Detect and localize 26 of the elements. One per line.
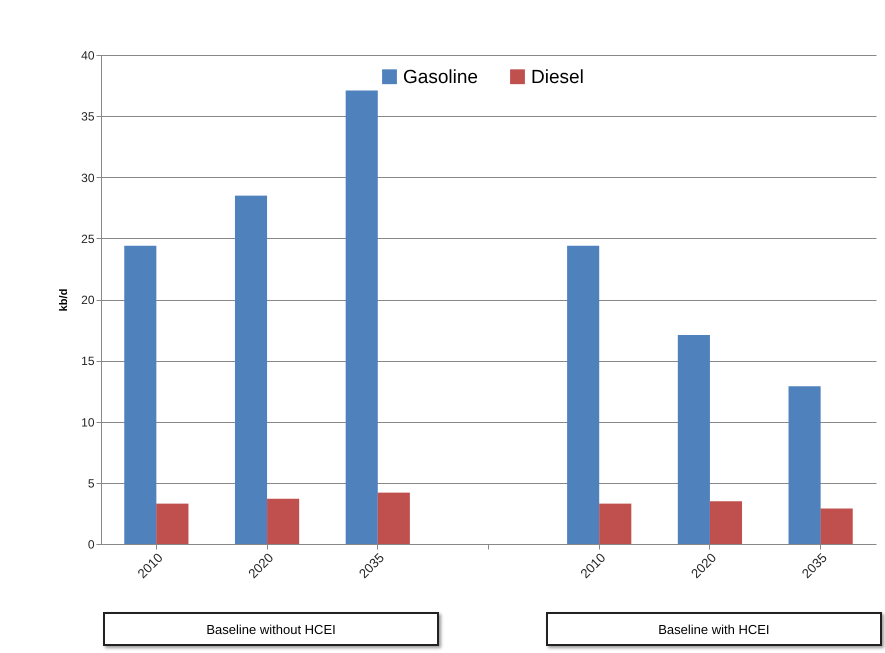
y-tick-label: 0: [88, 538, 95, 552]
y-tick-label: 15: [81, 354, 95, 368]
bar: [267, 498, 300, 544]
bar: [788, 386, 821, 544]
y-tick-label: 25: [81, 232, 95, 246]
bar: [346, 90, 378, 544]
y-tick-label: 40: [81, 48, 95, 62]
y-tick-label: 35: [81, 110, 95, 124]
y-tick-label: 30: [81, 170, 95, 185]
text: Baseline with HCEI: [546, 612, 882, 646]
bar: [567, 246, 600, 544]
bar: [234, 196, 268, 544]
bar: [678, 334, 710, 544]
legend-label: Diesel: [531, 66, 584, 88]
bar: [156, 504, 188, 544]
bar: [710, 501, 742, 544]
bar: [378, 492, 410, 544]
y-tick-label: 20: [81, 293, 95, 307]
bar: [124, 246, 156, 544]
y-tick-label: 10: [81, 415, 95, 430]
legend-label: Gasoline: [403, 66, 478, 88]
y-axis-title: kb/d: [58, 288, 70, 312]
bar: [820, 508, 853, 544]
y-tick-label: 5: [88, 476, 95, 490]
bar: [599, 504, 632, 544]
text: Baseline without HCEI: [103, 612, 440, 646]
